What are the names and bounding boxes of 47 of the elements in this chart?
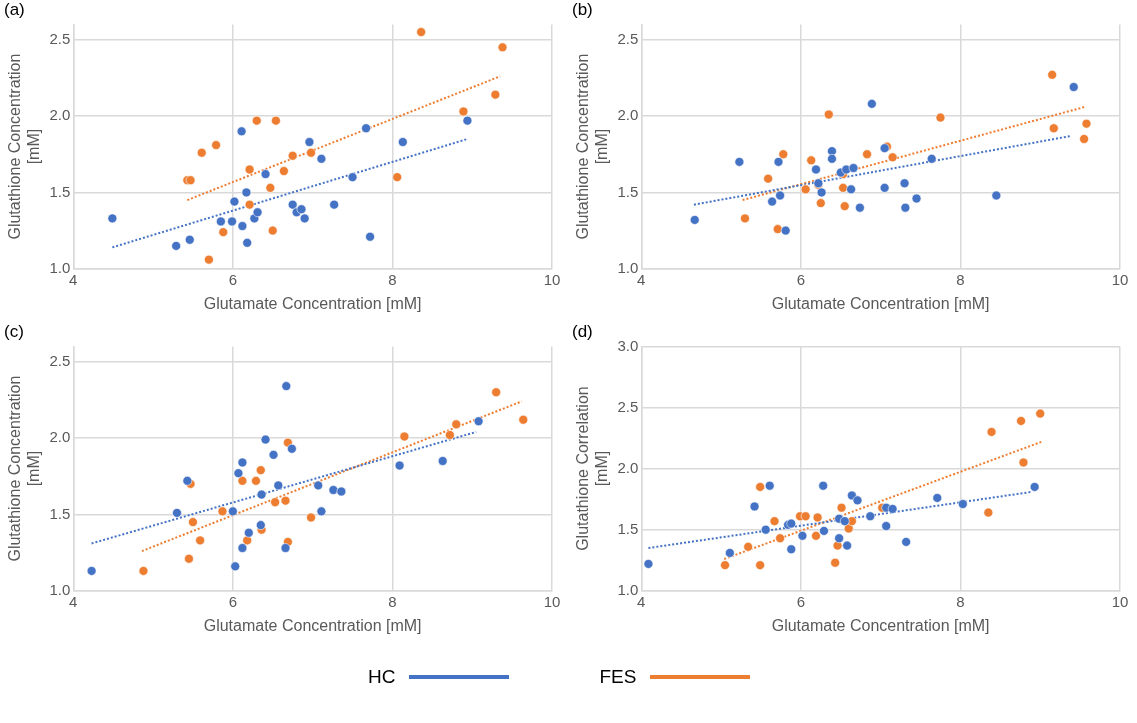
y-tick-label: 2.0 bbox=[49, 106, 71, 124]
x-tick-label: 6 bbox=[796, 270, 806, 288]
legend-label: HC bbox=[368, 666, 396, 688]
chart-title: (d) bbox=[572, 321, 593, 341]
x-tick-label: 10 bbox=[543, 592, 561, 610]
y-tick-label: 2.0 bbox=[617, 458, 639, 476]
x-tick-label: 8 bbox=[956, 592, 965, 610]
chart-title: (c) bbox=[4, 321, 24, 341]
chart-title: (a) bbox=[4, 0, 25, 19]
y-axis-title: Glutathione Concentration [mM] bbox=[574, 53, 611, 240]
x-tick-label: 4 bbox=[69, 270, 78, 288]
y-axis-title: Glutathione Concentration [mM] bbox=[6, 375, 43, 562]
y-tick-label: 2.0 bbox=[49, 428, 71, 446]
y-tick-label: 3.0 bbox=[617, 336, 639, 354]
x-tick-label: 8 bbox=[388, 270, 397, 288]
x-tick-label: 6 bbox=[228, 270, 238, 288]
x-tick-label: 8 bbox=[956, 270, 965, 288]
x-tick-label: 10 bbox=[1111, 592, 1129, 610]
y-tick-label: 1.0 bbox=[49, 258, 71, 276]
y-tick-label: 2.5 bbox=[617, 397, 639, 415]
y-tick-label: 1.5 bbox=[617, 519, 639, 537]
y-tick-label: 1.0 bbox=[617, 258, 639, 276]
x-axis-title: Glutamate Concentration [mM] bbox=[203, 294, 422, 312]
y-tick-label: 2.5 bbox=[49, 351, 71, 369]
x-tick-label: 4 bbox=[637, 592, 646, 610]
y-tick-label: 2.5 bbox=[49, 29, 71, 47]
x-tick-label: 8 bbox=[388, 592, 397, 610]
x-tick-label: 4 bbox=[69, 592, 78, 610]
y-axis-title: Glutathione Concentration [mM] bbox=[6, 53, 43, 240]
x-tick-label: 6 bbox=[228, 592, 238, 610]
y-tick-label: 1.5 bbox=[49, 182, 71, 200]
x-tick-label: 4 bbox=[637, 270, 646, 288]
x-axis-title: Glutamate Concentration [mM] bbox=[203, 616, 422, 634]
y-tick-label: 1.5 bbox=[617, 182, 639, 200]
legend-label: FES bbox=[599, 666, 637, 688]
x-tick-label: 10 bbox=[1111, 270, 1129, 288]
y-tick-label: 2.0 bbox=[617, 106, 639, 124]
y-tick-label: 1.0 bbox=[617, 580, 639, 598]
x-axis-title: Glutamate Concentration [mM] bbox=[771, 294, 990, 312]
y-tick-label: 1.5 bbox=[49, 504, 71, 522]
y-axis-title: Glutathione Correlation [mM] bbox=[574, 386, 611, 551]
x-tick-label: 6 bbox=[796, 592, 806, 610]
x-axis-title: Glutamate Concentration [mM] bbox=[771, 616, 990, 634]
y-tick-label: 1.0 bbox=[49, 580, 71, 598]
x-tick-label: 10 bbox=[543, 270, 561, 288]
chart-title: (b) bbox=[572, 0, 593, 19]
y-tick-label: 2.5 bbox=[617, 29, 639, 47]
